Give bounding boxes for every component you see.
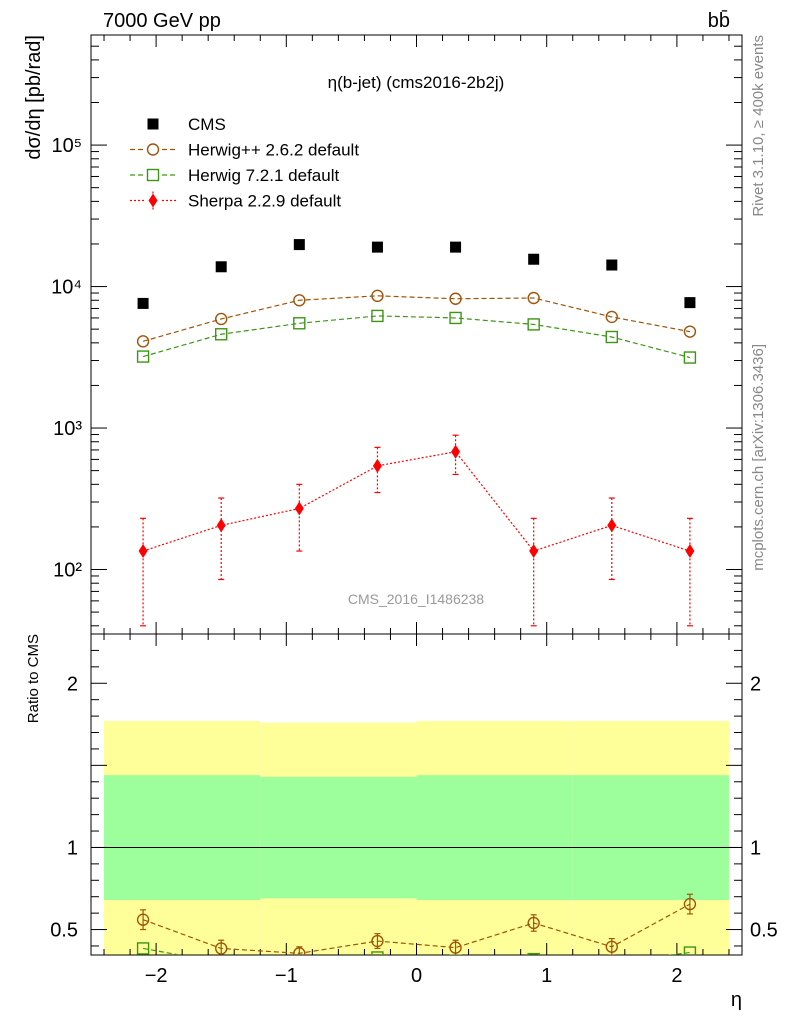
x-tick-label: −2 bbox=[145, 965, 168, 987]
legend-marker bbox=[148, 193, 158, 208]
data-point bbox=[683, 897, 697, 911]
data-point bbox=[216, 518, 226, 533]
data-point bbox=[528, 253, 540, 265]
x-tick-label: 1 bbox=[541, 965, 552, 987]
ratio-y-axis-title: Ratio to CMS bbox=[25, 634, 42, 723]
data-point bbox=[294, 501, 304, 516]
data-point bbox=[605, 940, 618, 953]
data-point bbox=[216, 957, 227, 968]
data-point bbox=[371, 951, 384, 955]
data-point bbox=[215, 261, 227, 273]
data-point bbox=[136, 350, 150, 363]
data-point bbox=[214, 942, 228, 955]
mcplots-label: mcplots.cern.ch [arXiv:1306.3436] bbox=[750, 344, 767, 571]
ratio-y-tick-label: 2 bbox=[67, 673, 78, 695]
data-point bbox=[293, 239, 305, 251]
ratio-y-tick-label: 1 bbox=[67, 837, 78, 859]
ratio-y-tick-label: 0.5 bbox=[50, 920, 78, 942]
legend: CMS Herwig++ 2.6.2 default Herwig 7.2.1 de… bbox=[130, 115, 359, 211]
ratio-plot-series bbox=[136, 893, 697, 968]
data-point bbox=[293, 294, 306, 307]
energy-label: 7000 GeV pp bbox=[103, 10, 221, 32]
legend-marker bbox=[147, 118, 159, 130]
data-point bbox=[371, 309, 384, 323]
data-point bbox=[372, 458, 382, 473]
data-point bbox=[371, 241, 383, 253]
main-y-tick-label: 10³ bbox=[53, 418, 82, 440]
x-tick-label: 2 bbox=[671, 965, 682, 987]
legend-marker bbox=[146, 143, 160, 156]
x-tick-label: −1 bbox=[275, 965, 298, 987]
ratio-band-green bbox=[104, 775, 261, 900]
main-y-tick-label: 10² bbox=[53, 559, 82, 581]
ratio-band-green bbox=[260, 776, 417, 899]
data-point bbox=[451, 444, 461, 459]
data-point bbox=[527, 318, 540, 331]
data-point bbox=[606, 259, 618, 271]
legend-label: Sherpa 2.2.9 default bbox=[188, 192, 341, 211]
main-plot-series bbox=[136, 239, 697, 627]
data-point bbox=[136, 335, 150, 348]
data-point bbox=[527, 291, 540, 305]
data-point bbox=[371, 289, 384, 303]
series-line bbox=[142, 451, 691, 552]
data-point bbox=[683, 351, 697, 364]
watermark-label: CMS_2016_I1486238 bbox=[348, 591, 484, 607]
data-point bbox=[449, 311, 462, 325]
main-y-tick-label: 10⁴ bbox=[51, 277, 82, 299]
ratio-y-tick-label: 1 bbox=[750, 837, 761, 859]
legend-marker-bg bbox=[146, 168, 160, 182]
axis-ticks bbox=[91, 34, 742, 955]
ratio-band-green bbox=[572, 775, 729, 900]
data-point bbox=[605, 330, 618, 344]
data-point bbox=[137, 297, 149, 309]
rivet-version-label: Rivet 3.1.10, ≥ 400k events bbox=[750, 35, 767, 217]
data-point bbox=[685, 544, 695, 559]
data-point bbox=[136, 913, 150, 926]
data-point bbox=[214, 312, 228, 326]
data-point bbox=[527, 916, 540, 930]
axis-tick-labels: −2 −1 0 1 2 10² 10³ 10⁴ 10⁵ 0.5 0.5 1 1 2 2 bbox=[50, 135, 778, 987]
data-point bbox=[449, 292, 462, 305]
ratio-y-tick-label: 2 bbox=[750, 673, 761, 695]
main-y-tick-label: 10⁵ bbox=[51, 135, 82, 157]
main-y-axis-title: dσ/dη [pb/rad] bbox=[23, 35, 45, 160]
data-point bbox=[214, 328, 228, 341]
series-line bbox=[142, 903, 691, 954]
data-point bbox=[683, 325, 697, 338]
ratio-uncertainty-bands bbox=[104, 721, 729, 955]
legend-label: Herwig 7.2.1 default bbox=[188, 166, 339, 185]
data-point bbox=[136, 942, 150, 955]
data-point bbox=[450, 241, 462, 253]
data-point bbox=[293, 947, 306, 955]
legend-label: Herwig++ 2.6.2 default bbox=[188, 141, 359, 160]
x-axis-title: η bbox=[731, 989, 742, 1011]
data-point bbox=[371, 934, 384, 948]
data-point bbox=[605, 310, 618, 324]
data-point bbox=[607, 518, 617, 533]
data-point bbox=[449, 941, 462, 954]
ratio-y-tick-label: 0.5 bbox=[750, 920, 778, 942]
data-point bbox=[449, 954, 462, 955]
data-point bbox=[138, 544, 148, 559]
data-point bbox=[293, 317, 306, 330]
data-point bbox=[683, 946, 697, 955]
data-point bbox=[527, 952, 540, 955]
data-point bbox=[684, 297, 696, 309]
ratio-band-green bbox=[416, 775, 573, 900]
data-point bbox=[606, 957, 617, 968]
data-point bbox=[529, 544, 539, 559]
legend-label: CMS bbox=[188, 115, 226, 134]
plot-title: η(b-jet) (cms2016-2b2j) bbox=[328, 73, 505, 92]
legend-marker bbox=[146, 168, 160, 182]
process-label: bb̄ bbox=[708, 9, 730, 32]
x-tick-label: 0 bbox=[411, 965, 422, 987]
